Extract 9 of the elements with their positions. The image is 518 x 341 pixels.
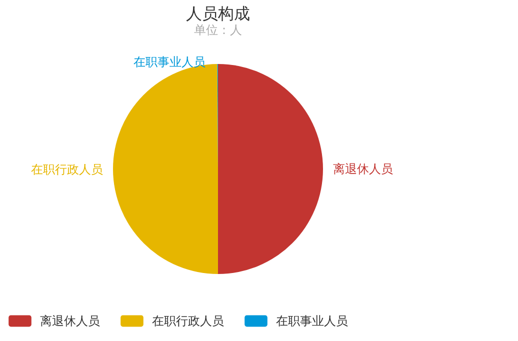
legend-label: 在职行政人员 [152, 314, 224, 328]
slice-label: 在职行政人员 [31, 162, 103, 176]
legend-label: 在职事业人员 [276, 314, 348, 328]
legend-label: 离退休人员 [40, 314, 100, 328]
chart-title: 人员构成 [186, 4, 250, 23]
category-label: 在职事业人员 [134, 55, 206, 69]
chart-subtitle: 单位：人 [194, 23, 242, 37]
slice-label: 离退休人员 [333, 162, 393, 176]
pie-slice [218, 64, 323, 274]
